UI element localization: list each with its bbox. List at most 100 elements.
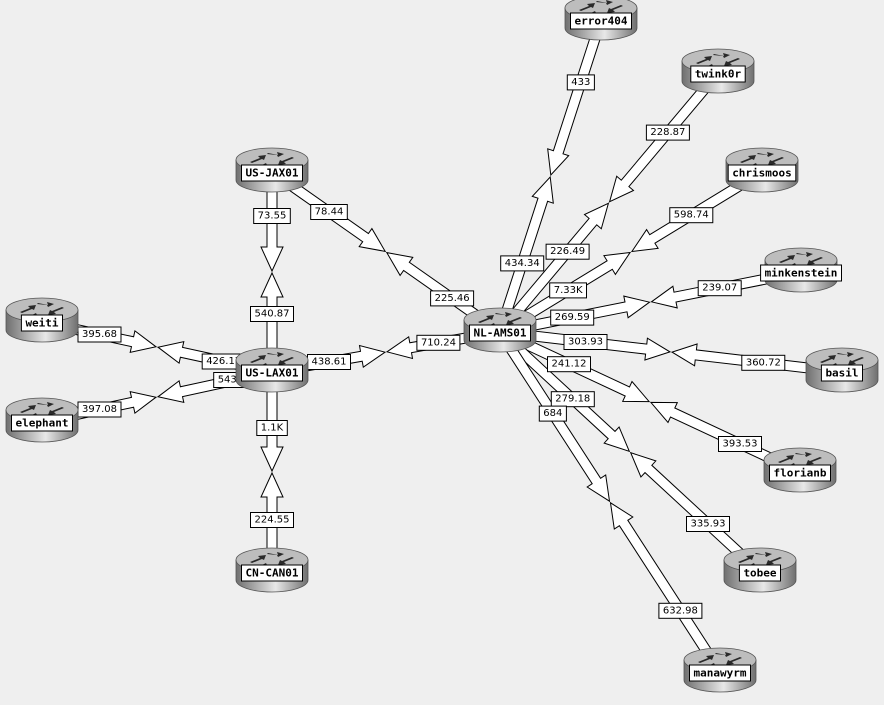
link-label-basil-to-nl-ams01[interactable]: 360.72 <box>746 357 781 368</box>
link-label-nl-ams01-to-error404-box <box>500 255 545 272</box>
node-twink0r[interactable]: twink0r <box>681 48 755 94</box>
node-basil[interactable]: basil <box>805 347 879 393</box>
link-label-manawyrm-to-nl-ams01-box <box>658 602 703 619</box>
node-label-chrismoos: chrismoos <box>732 167 792 180</box>
link-label-error404-to-nl-ams01-box <box>566 74 595 91</box>
node-error404[interactable]: error404 <box>564 0 638 41</box>
link-label-nl-ams01-to-us-lax01-box <box>416 334 461 351</box>
node-us-lax01[interactable]: US-LAX01 <box>235 347 309 393</box>
link-label-nl-ams01-to-manawyrm-box <box>538 405 567 422</box>
node-label-box-minkenstein <box>760 264 842 282</box>
link-label-elephant-to-us-lax01-group: 397.08 <box>77 401 122 418</box>
link-label-nl-ams01-to-minkenstein[interactable]: 269.59 <box>555 312 590 323</box>
link-label-us-lax01-to-cn-can01-group: 1.1K <box>256 420 288 436</box>
link-label-nl-ams01-to-minkenstein-group: 269.59 <box>550 309 595 326</box>
link-label-us-jax01-to-us-lax01-box <box>253 208 291 224</box>
link-label-nl-ams01-to-basil-box <box>563 334 608 350</box>
node-label-tobee: tobee <box>743 567 776 580</box>
node-florianb[interactable]: florianb <box>763 447 837 493</box>
node-manawyrm[interactable]: manawyrm <box>683 647 757 693</box>
link-label-nl-ams01-to-twink0r-box <box>545 243 590 260</box>
link-label-minkenstein-to-nl-ams01-group: 239.07 <box>697 280 742 297</box>
link-label-us-jax01-to-us-lax01[interactable]: 73.55 <box>258 211 287 222</box>
link-label-nl-ams01-to-florianb-box <box>547 356 591 373</box>
node-minkenstein[interactable]: minkenstein <box>760 247 842 293</box>
node-label-box-basil <box>820 364 864 382</box>
link-label-florianb-to-nl-ams01[interactable]: 393.53 <box>723 439 758 450</box>
link-label-chrismoos-to-nl-ams01[interactable]: 598.74 <box>674 210 709 221</box>
link-arrow-nl-ams01-to-error404 <box>497 175 554 327</box>
node-label-minkenstein: minkenstein <box>765 267 838 280</box>
link-label-us-jax01-to-nl-ams01-group: 78.44 <box>310 204 348 220</box>
link-label-nl-ams01-to-error404[interactable]: 434.34 <box>505 258 540 269</box>
link-label-nl-ams01-to-twink0r[interactable]: 226.49 <box>550 246 585 257</box>
node-label-us-jax01: US-JAX01 <box>246 167 299 180</box>
link-label-cn-can01-to-us-lax01-group: 224.55 <box>250 512 294 528</box>
link-arrow-error404-to-nl-ams01 <box>547 25 604 177</box>
link-label-cn-can01-to-us-lax01[interactable]: 224.55 <box>255 515 290 526</box>
node-label-box-nl-ams01 <box>469 324 531 342</box>
link-label-nl-ams01-to-us-jax01-group: 225.46 <box>430 290 475 307</box>
link-label-nl-ams01-to-us-jax01[interactable]: 225.46 <box>435 293 470 304</box>
link-label-manawyrm-to-nl-ams01-group: 632.98 <box>658 602 703 619</box>
link-label-nl-ams01-to-us-jax01-box <box>430 290 475 307</box>
link-label-nl-ams01-to-tobee-box <box>550 391 595 408</box>
link-label-nl-ams01-to-chrismoos-box <box>549 282 588 299</box>
link-label-nl-ams01-to-manawyrm-group: 684 <box>538 405 567 422</box>
link-label-error404-to-nl-ams01[interactable]: 433 <box>571 77 590 88</box>
link-label-weiti-to-us-lax01[interactable]: 395.68 <box>82 329 117 340</box>
link-label-error404-to-nl-ams01-group: 433 <box>566 74 595 91</box>
link-label-us-lax01-to-weiti[interactable]: 426.17 <box>206 356 241 367</box>
link-label-tobee-to-nl-ams01[interactable]: 335.93 <box>691 519 726 530</box>
node-chrismoos[interactable]: chrismoos <box>725 147 799 193</box>
node-us-jax01[interactable]: US-JAX01 <box>235 147 309 193</box>
link-label-nl-ams01-to-florianb[interactable]: 241.12 <box>552 359 587 370</box>
link-label-nl-ams01-to-us-lax01[interactable]: 710.24 <box>421 337 456 348</box>
link-label-us-lax01-to-cn-can01-box <box>256 420 288 436</box>
node-cn-can01[interactable]: CN-CAN01 <box>235 547 309 593</box>
node-label-nl-ams01: NL-AMS01 <box>474 327 527 340</box>
link-label-us-lax01-to-cn-can01[interactable]: 1.1K <box>261 423 284 434</box>
link-label-nl-ams01-to-tobee[interactable]: 279.18 <box>555 394 590 405</box>
node-label-cn-can01: CN-CAN01 <box>246 567 299 580</box>
node-elephant[interactable]: elephant <box>5 397 79 443</box>
link-label-weiti-to-us-lax01-group: 395.68 <box>77 326 122 343</box>
link-label-us-lax01-to-elephant[interactable]: 543.53 <box>218 375 253 386</box>
node-label-box-elephant <box>11 414 73 432</box>
node-label-box-weiti <box>20 314 63 332</box>
link-label-us-jax01-to-nl-ams01[interactable]: 78.44 <box>315 207 344 218</box>
link-label-cn-can01-to-us-lax01-box <box>250 512 294 528</box>
node-label-error404: error404 <box>575 15 628 28</box>
link-label-chrismoos-to-nl-ams01-group: 598.74 <box>669 207 714 224</box>
node-label-elephant: elephant <box>16 417 69 430</box>
link-label-nl-ams01-to-chrismoos[interactable]: 7.33K <box>554 285 583 296</box>
link-label-nl-ams01-to-manawyrm[interactable]: 684 <box>543 408 562 419</box>
link-label-florianb-to-nl-ams01-box <box>718 436 762 452</box>
link-label-manawyrm-to-nl-ams01[interactable]: 632.98 <box>663 605 698 616</box>
node-label-box-manawyrm <box>689 664 751 682</box>
link-label-florianb-to-nl-ams01-group: 393.53 <box>718 436 762 452</box>
link-label-us-jax01-to-nl-ams01-box <box>310 204 348 220</box>
node-weiti[interactable]: weiti <box>5 297 79 343</box>
link-label-us-lax01-to-us-jax01[interactable]: 540.87 <box>255 309 290 320</box>
node-nl-ams01[interactable]: NL-AMS01 <box>463 307 537 353</box>
link-label-nl-ams01-to-minkenstein-box <box>550 309 595 326</box>
node-label-basil: basil <box>825 367 858 380</box>
link-label-nl-ams01-to-basil[interactable]: 303.93 <box>568 337 603 348</box>
link-label-nl-ams01-to-us-lax01-group: 710.24 <box>416 334 461 351</box>
link-label-twink0r-to-nl-ams01-box <box>645 124 690 141</box>
node-label-manawyrm: manawyrm <box>694 667 747 680</box>
node-tobee[interactable]: tobee <box>723 547 797 593</box>
link-label-minkenstein-to-nl-ams01-box <box>697 280 742 297</box>
link-label-us-lax01-to-us-jax01-box <box>250 306 294 322</box>
link-label-minkenstein-to-nl-ams01[interactable]: 239.07 <box>702 283 737 294</box>
link-label-nl-ams01-to-florianb-group: 241.12 <box>547 356 591 373</box>
node-label-twink0r: twink0r <box>695 68 742 81</box>
link-label-elephant-to-us-lax01[interactable]: 397.08 <box>82 404 117 415</box>
link-label-us-lax01-to-nl-ams01[interactable]: 438.61 <box>312 357 347 368</box>
node-label-weiti: weiti <box>25 317 58 330</box>
link-label-nl-ams01-to-tobee-group: 279.18 <box>550 391 595 408</box>
link-label-twink0r-to-nl-ams01[interactable]: 228.87 <box>650 127 685 138</box>
link-label-basil-to-nl-ams01-box <box>741 354 786 371</box>
